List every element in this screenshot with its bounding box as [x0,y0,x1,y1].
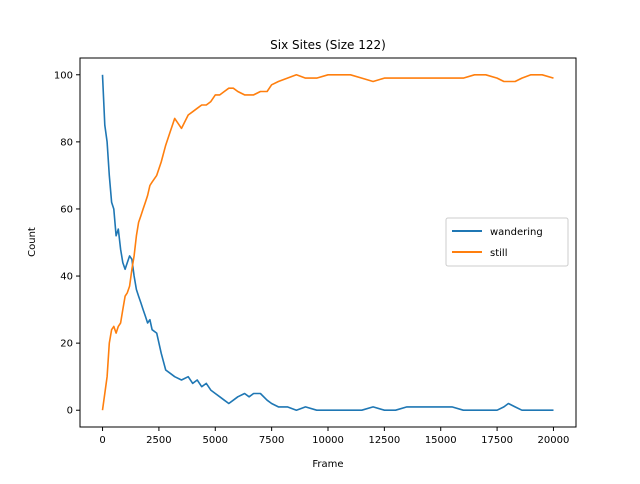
series-line-wandering [101,74,554,412]
legend-label-wandering: wandering [490,227,543,238]
x-tick-label: 15000 [425,435,457,446]
series-line-still [101,74,554,411]
y-tick-label: 80 [60,137,73,148]
chart-title: Six Sites (Size 122) [270,38,386,52]
y-tick-label: 60 [60,204,73,215]
x-tick-label: 5000 [203,435,228,446]
x-tick-label: 12500 [368,435,400,446]
legend: wandering still [445,217,569,267]
y-axis-ticks: 0 20 40 60 80 100 [54,70,80,417]
series-layer [101,74,554,412]
x-tick-label: 20000 [538,435,570,446]
x-tick-label: 17500 [481,435,513,446]
y-axis-label: Count [27,227,38,257]
legend-label-still: still [490,248,507,259]
y-tick-label: 100 [54,70,73,81]
x-tick-label: 10000 [312,435,344,446]
x-tick-label: 0 [99,435,105,446]
x-tick-label: 2500 [146,435,171,446]
x-tick-label: 7500 [259,435,284,446]
y-tick-label: 20 [60,339,73,350]
y-tick-label: 0 [67,406,73,417]
x-axis-ticks: 0 2500 5000 7500 10000 12500 15000 17500 20000 [99,427,569,446]
x-axis-label: Frame [312,459,343,470]
y-tick-label: 40 [60,272,73,283]
